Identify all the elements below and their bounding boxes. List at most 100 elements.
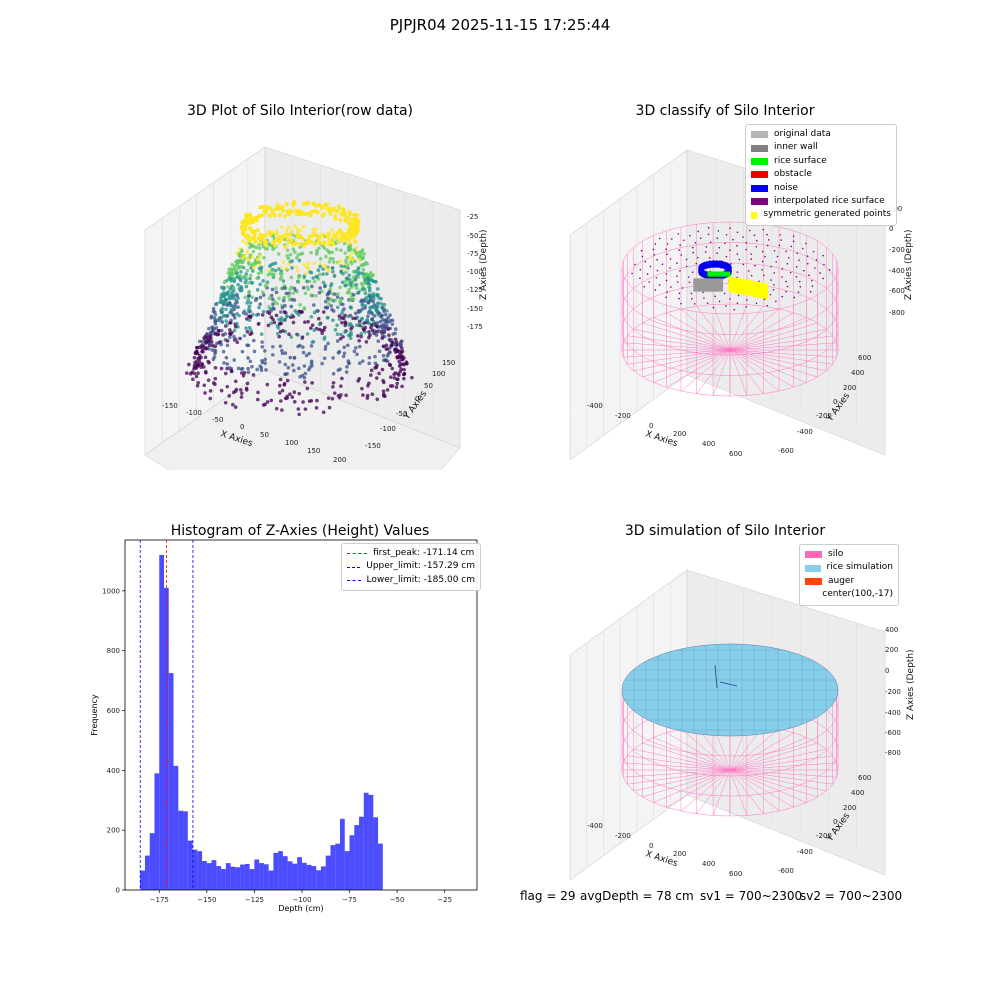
interpolated-point xyxy=(702,291,704,294)
data-point xyxy=(323,284,327,289)
data-point xyxy=(304,271,308,276)
data-point xyxy=(285,236,290,241)
interpolated-point xyxy=(795,275,798,278)
data-point xyxy=(239,395,244,399)
data-point xyxy=(318,256,323,261)
data-point xyxy=(242,309,247,314)
hist-bar xyxy=(183,811,188,890)
interpolated-point xyxy=(812,250,815,253)
data-point xyxy=(314,293,318,298)
data-point xyxy=(208,396,213,401)
data-point xyxy=(287,291,291,296)
legend-item: inner wall xyxy=(751,141,891,154)
data-point xyxy=(290,363,295,367)
silo-spoke xyxy=(633,769,731,792)
data-point xyxy=(367,286,372,291)
legend-label: inner wall xyxy=(774,142,818,153)
hist-bar xyxy=(378,843,383,890)
data-point xyxy=(321,267,325,271)
p2-xtick: 600 xyxy=(729,450,742,458)
data-point xyxy=(261,293,266,297)
legend-label: center(100,-17) xyxy=(822,589,893,600)
data-point xyxy=(320,331,324,336)
data-point xyxy=(213,322,218,326)
data-point xyxy=(217,316,222,320)
p4-xtick: -200 xyxy=(615,832,631,840)
data-point xyxy=(239,269,243,274)
data-point xyxy=(245,268,250,273)
hist-bar xyxy=(316,870,321,890)
interpolated-point xyxy=(655,276,658,279)
data-point xyxy=(194,374,199,379)
data-point xyxy=(243,280,248,285)
data-point xyxy=(347,287,352,292)
legend-line xyxy=(347,580,361,582)
data-point xyxy=(325,296,330,301)
data-point xyxy=(196,363,201,368)
hist-bar xyxy=(225,863,231,890)
legend-label: obstacle xyxy=(774,169,812,180)
data-point xyxy=(284,291,289,296)
data-point xyxy=(195,359,199,364)
data-point xyxy=(274,313,279,318)
legend-item: obstacle xyxy=(751,168,891,181)
data-point xyxy=(225,362,230,366)
data-point xyxy=(184,371,189,375)
hist-xlabel: Depth (cm) xyxy=(278,904,323,913)
data-point xyxy=(292,298,297,302)
p4-xtick: -400 xyxy=(587,822,603,830)
data-point xyxy=(373,361,378,366)
panel2-title: 3D classify of Silo Interior xyxy=(635,103,815,119)
data-point xyxy=(291,314,296,319)
data-point xyxy=(237,287,242,291)
hist-bar xyxy=(325,855,331,890)
data-point xyxy=(274,290,279,295)
hist-xtick-label: −150 xyxy=(197,896,216,904)
p2-xtick: 0 xyxy=(649,422,653,430)
data-point xyxy=(213,365,218,370)
data-point xyxy=(380,313,385,318)
data-point xyxy=(365,262,370,266)
data-point xyxy=(357,309,362,313)
data-point xyxy=(255,228,260,233)
data-point xyxy=(289,304,294,309)
silo-spoke xyxy=(729,312,794,351)
data-point xyxy=(343,313,347,318)
data-point xyxy=(273,243,278,248)
data-point xyxy=(362,321,366,325)
data-point xyxy=(339,264,344,268)
data-point xyxy=(274,286,278,291)
data-point xyxy=(383,312,388,317)
data-point xyxy=(232,279,237,284)
data-point xyxy=(285,314,289,319)
data-point xyxy=(326,341,330,346)
interpolated-point xyxy=(755,245,758,248)
data-point xyxy=(270,287,275,292)
panel1-point-cloud xyxy=(184,200,414,417)
data-point xyxy=(327,260,332,264)
interpolated-point xyxy=(685,265,688,268)
data-point xyxy=(250,229,255,234)
data-point xyxy=(257,246,262,251)
data-point xyxy=(252,349,257,354)
data-point xyxy=(371,273,375,277)
hist-ytick-label: 800 xyxy=(107,647,120,655)
data-point xyxy=(274,406,279,411)
data-point xyxy=(330,240,335,245)
data-point xyxy=(287,225,291,230)
data-point xyxy=(231,286,236,290)
data-point xyxy=(300,335,305,339)
data-point xyxy=(386,326,391,331)
interpolated-point xyxy=(748,229,751,232)
data-point xyxy=(367,355,372,360)
data-point xyxy=(250,269,255,273)
data-point xyxy=(338,228,343,233)
data-point xyxy=(355,315,360,319)
data-point xyxy=(284,266,289,271)
interpolated-point xyxy=(761,250,764,253)
data-point xyxy=(280,351,285,356)
data-point xyxy=(337,314,342,318)
data-point xyxy=(298,375,302,379)
data-point xyxy=(244,242,249,246)
legend-label: rice simulation xyxy=(826,562,893,573)
